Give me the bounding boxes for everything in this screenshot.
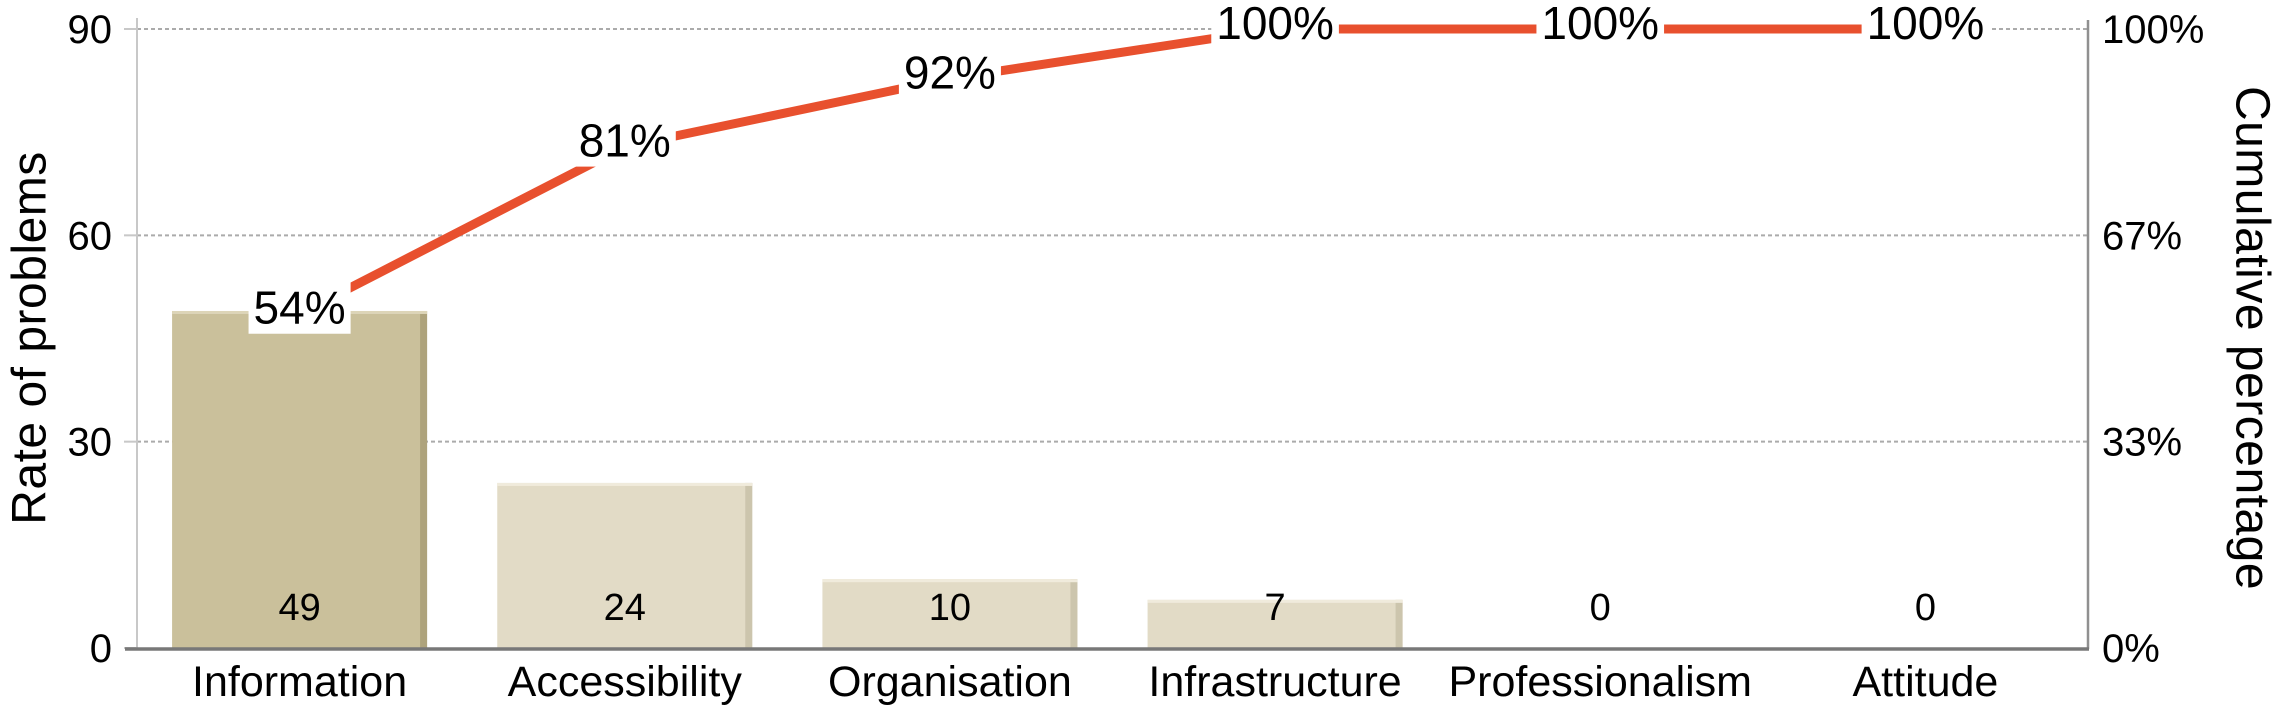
line-point-label: 81% [579,115,671,167]
line-point-label: 100% [1216,0,1334,49]
line-label-bg [1211,0,1339,49]
bar-top-highlight [497,482,753,486]
line-label-bg [573,114,676,167]
y-axis-tick-left: 30 [68,421,113,465]
bar-organisation [822,579,1078,648]
line-point-label: 100% [1867,0,1985,49]
bar-value-label: 0 [1590,587,1611,629]
line-label-bg [898,46,1001,99]
line-label-bg [248,281,351,334]
bar-value-label: 10 [929,587,971,629]
y-axis-tick-right: 33% [2102,421,2182,465]
bar-value-label: 24 [604,587,646,629]
line-label-bg [1536,0,1665,49]
y-axis-tick-left: 0 [90,627,112,671]
bar-value-label: 0 [1915,587,1936,629]
line-point-label: 92% [904,47,996,99]
x-axis-label: Organisation [828,658,1072,706]
bar-top-highlight [822,579,1078,583]
x-axis-label: Infrastructure [1148,658,1401,706]
bar-value-label: 49 [278,587,320,629]
y-axis-tick-left: 90 [68,8,113,52]
bar-edge-shade [420,310,428,648]
x-axis-label: Accessibility [508,658,743,706]
y-axis-tick-right: 67% [2102,214,2182,258]
left-axis-title: Rate of problems [3,151,57,525]
y-axis-tick-left: 60 [68,214,113,258]
y-axis-tick-right: 0% [2102,627,2160,671]
bar-infrastructure [1147,599,1403,648]
x-axis-label: Information [192,658,407,706]
bar-edge-shade [1395,599,1403,648]
bar-top-highlight [1147,599,1403,603]
cumulative-line [297,24,1926,318]
bar-edge-shade [745,482,753,648]
y-axis-tick-right: 100% [2102,8,2204,52]
bar-edge-shade [1070,579,1078,648]
line-point-label: 54% [254,282,346,334]
line-label-bg [1861,0,1990,49]
bar-information [172,310,428,648]
right-axis-title: Cumulative percentage [2225,85,2279,591]
bar-value-label: 7 [1265,587,1286,629]
bar-accessibility [497,482,753,648]
x-axis-label: Attitude [1853,658,1999,706]
x-axis-label: Professionalism [1449,658,1753,706]
line-point-label: 100% [1541,0,1659,49]
